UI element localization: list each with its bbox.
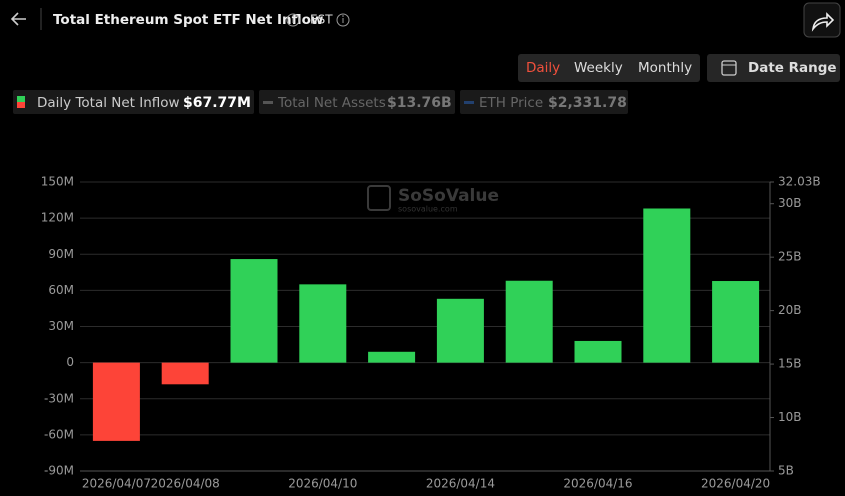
y2-tick-label: 25B — [778, 250, 802, 264]
bar — [161, 362, 209, 385]
y2-tick-label: 32.03B — [778, 175, 821, 189]
y-tick-label: 0 — [66, 355, 74, 369]
y-tick-label: 30M — [48, 319, 74, 333]
y-tick-label: 60M — [48, 283, 74, 297]
bar — [368, 351, 416, 363]
legend-label: ETH Price — [479, 95, 543, 111]
bar — [712, 281, 760, 363]
legend-swatch — [17, 102, 25, 108]
y-tick-label: 90M — [48, 247, 74, 261]
x-tick-label: 2026/04/14 — [426, 477, 495, 491]
y2-tick-label: 15B — [778, 357, 802, 371]
tab[interactable]: Monthly — [638, 60, 692, 76]
share-button[interactable] — [803, 2, 841, 38]
y-tick-label: 120M — [41, 211, 74, 225]
x-tick-label: 2026/04/10 — [288, 477, 357, 491]
tab[interactable]: Weekly — [574, 60, 623, 76]
x-tick-label: 2026/04/20 — [701, 477, 770, 491]
y2-tick-label: 10B — [778, 410, 802, 424]
bar — [299, 284, 347, 363]
legend-item — [259, 90, 455, 114]
watermark-brand: SoSoValue — [398, 186, 499, 206]
y2-tick-label: 20B — [778, 303, 802, 317]
bar — [505, 280, 553, 363]
date-range-label[interactable]: Date Range — [748, 60, 837, 76]
legend-item — [13, 90, 254, 114]
tab-group — [518, 54, 700, 82]
bar — [230, 259, 278, 363]
info-icon[interactable] — [336, 13, 350, 27]
watermark-logo — [367, 185, 391, 211]
x-tick-label: 2026/04/08 — [151, 477, 220, 491]
legend-item — [460, 90, 628, 114]
legend-label: Total Net Assets — [277, 95, 386, 111]
legend-swatch — [263, 101, 273, 104]
timezone: EST — [310, 13, 333, 27]
x-tick-label: 2026/04/07 — [82, 477, 151, 491]
tab[interactable]: Daily — [526, 60, 560, 76]
y2-tick-label: 30B — [778, 196, 802, 210]
legend-label: Daily Total Net Inflow — [37, 95, 180, 111]
legend-value: $13.76B — [387, 95, 452, 111]
y-tick-label: 150M — [41, 175, 74, 189]
legend-value: $2,331.78 — [548, 95, 627, 111]
y-tick-label: -30M — [44, 391, 74, 405]
back-button[interactable] — [10, 12, 26, 26]
watermark-site: sosovalue.com — [398, 205, 458, 214]
bar — [436, 298, 484, 363]
bar — [574, 340, 622, 363]
y-tick-label: -90M — [44, 464, 74, 478]
bar — [92, 362, 140, 441]
date-range-button[interactable]: Date Range — [707, 54, 840, 82]
legend-swatch — [17, 96, 25, 102]
y2-tick-label: 5B — [778, 464, 794, 478]
x-tick-label: 2026/04/16 — [563, 477, 632, 491]
info-icon[interactable] — [286, 13, 300, 27]
y-tick-label: -60M — [44, 427, 74, 441]
bar — [643, 208, 691, 363]
title: Total Ethereum Spot ETF Net Inflow — [53, 12, 323, 28]
legend-swatch — [464, 101, 474, 104]
legend-value: $67.77M — [183, 95, 251, 111]
